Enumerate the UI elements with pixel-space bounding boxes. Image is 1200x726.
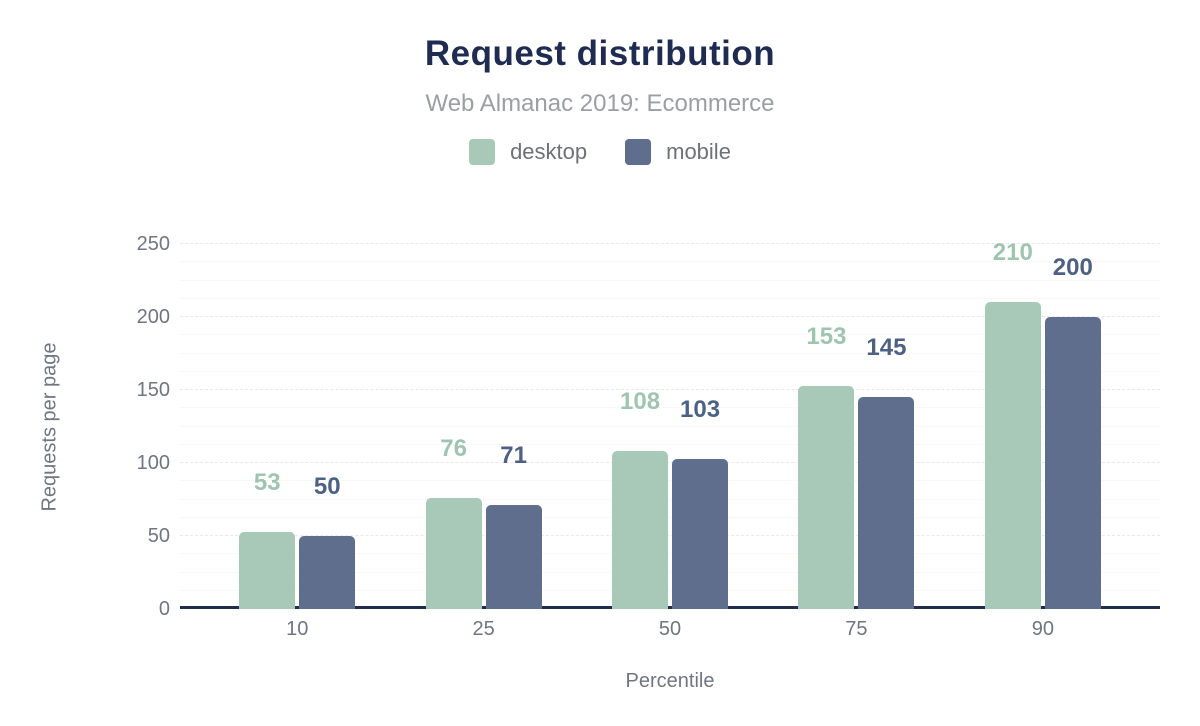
gridline-major-200 [180,316,1160,317]
x-tick-75: 75 [845,618,868,640]
y-tick-250: 250 [136,233,170,255]
gridline-major-50 [180,535,1160,536]
y-axis: 0 50 100 150 200 250 [0,233,170,620]
plot-area: 53 50 76 71 108 103 153 145 210 200 [180,241,1160,609]
bar-desktop-p75[interactable]: 153 [798,324,855,609]
y-tick-0: 0 [158,598,170,620]
bar-label-desktop-p50: 108 [619,388,661,416]
bar-label-mobile-p25: 71 [500,442,527,470]
gridline-minor-37.5 [180,553,1160,555]
gridline-minor-25 [180,571,1160,573]
legend-item-desktop[interactable]: desktop [469,139,587,165]
bar-label-mobile-p75: 145 [866,334,907,362]
gridline-minor-212.5 [180,297,1160,299]
bar-mobile-p25[interactable]: 71 [485,444,542,609]
bar-mobile-p10[interactable]: 50 [299,475,356,609]
y-tick-150: 150 [136,379,170,401]
legend-label-mobile: mobile [666,139,731,164]
bar-label-desktop-p75: 153 [806,322,847,350]
bar-label-mobile-p10: 50 [313,473,341,500]
bar-group-p75: 153 145 [763,244,949,609]
y-tick-50: 50 [147,525,170,547]
desktop-swatch-icon [469,139,496,165]
gridline-minor-62.5 [180,516,1160,518]
bar-mobile-p75[interactable]: 145 [858,336,915,609]
chart-title: Request distribution [424,34,776,73]
bar-label-desktop-p25: 76 [440,435,467,463]
bar-desktop-p50[interactable]: 108 [612,390,669,609]
bar-desktop-p25[interactable]: 76 [425,437,482,609]
mobile-swatch-icon [625,139,652,165]
gridline-minor-112.5 [180,443,1160,445]
x-axis-ticks: 10 25 50 75 90 [180,618,1160,641]
bar-label-mobile-p50: 103 [679,395,721,423]
gridline-major-100 [180,462,1160,463]
gridline-minor-137.5 [180,407,1160,409]
gridline-major-150 [180,389,1160,390]
bar-mobile-p50[interactable]: 103 [672,397,729,609]
bar-group-p25: 76 71 [390,244,576,609]
bar-desktop-p90[interactable]: 210 [984,241,1041,609]
bar-label-desktop-p90: 210 [992,239,1033,267]
x-tick-90: 90 [1031,618,1054,640]
gridline-minor-87.5 [180,480,1160,482]
x-axis-line [180,606,1160,609]
x-axis-title: Percentile [625,670,715,692]
y-tick-200: 200 [136,306,170,328]
gridline-minor-75 [180,498,1160,500]
gridline-minor-175 [180,352,1160,354]
bar-group-p90: 210 200 [950,241,1136,609]
x-tick-25: 25 [472,618,495,640]
gridline-major-250 [180,243,1160,244]
gridline-minor-162.5 [180,370,1160,372]
bar-group-p50: 108 103 [577,244,763,609]
legend-label-desktop: desktop [510,139,588,164]
bars-row: 53 50 76 71 108 103 153 145 210 200 [180,241,1160,609]
y-tick-100: 100 [136,452,170,474]
bar-label-mobile-p90: 200 [1052,254,1093,281]
bar-mobile-p90[interactable]: 200 [1044,256,1101,609]
gridline-minor-125 [180,425,1160,427]
gridline-minor-237.5 [180,261,1160,263]
x-tick-50: 50 [658,618,682,640]
gridline-minor-225 [180,279,1160,281]
legend-item-mobile[interactable]: mobile [625,139,731,165]
gridline-minor-12.5 [180,589,1160,591]
bar-desktop-p10[interactable]: 53 [239,470,296,609]
bar-label-desktop-p10: 53 [253,468,281,496]
legend: desktop mobile [0,139,1200,165]
chart-subtitle: Web Almanac 2019: Ecommerce [425,90,775,117]
x-tick-10: 10 [286,618,309,640]
gridline-minor-187.5 [180,334,1160,336]
bar-group-p10: 53 50 [204,244,390,609]
